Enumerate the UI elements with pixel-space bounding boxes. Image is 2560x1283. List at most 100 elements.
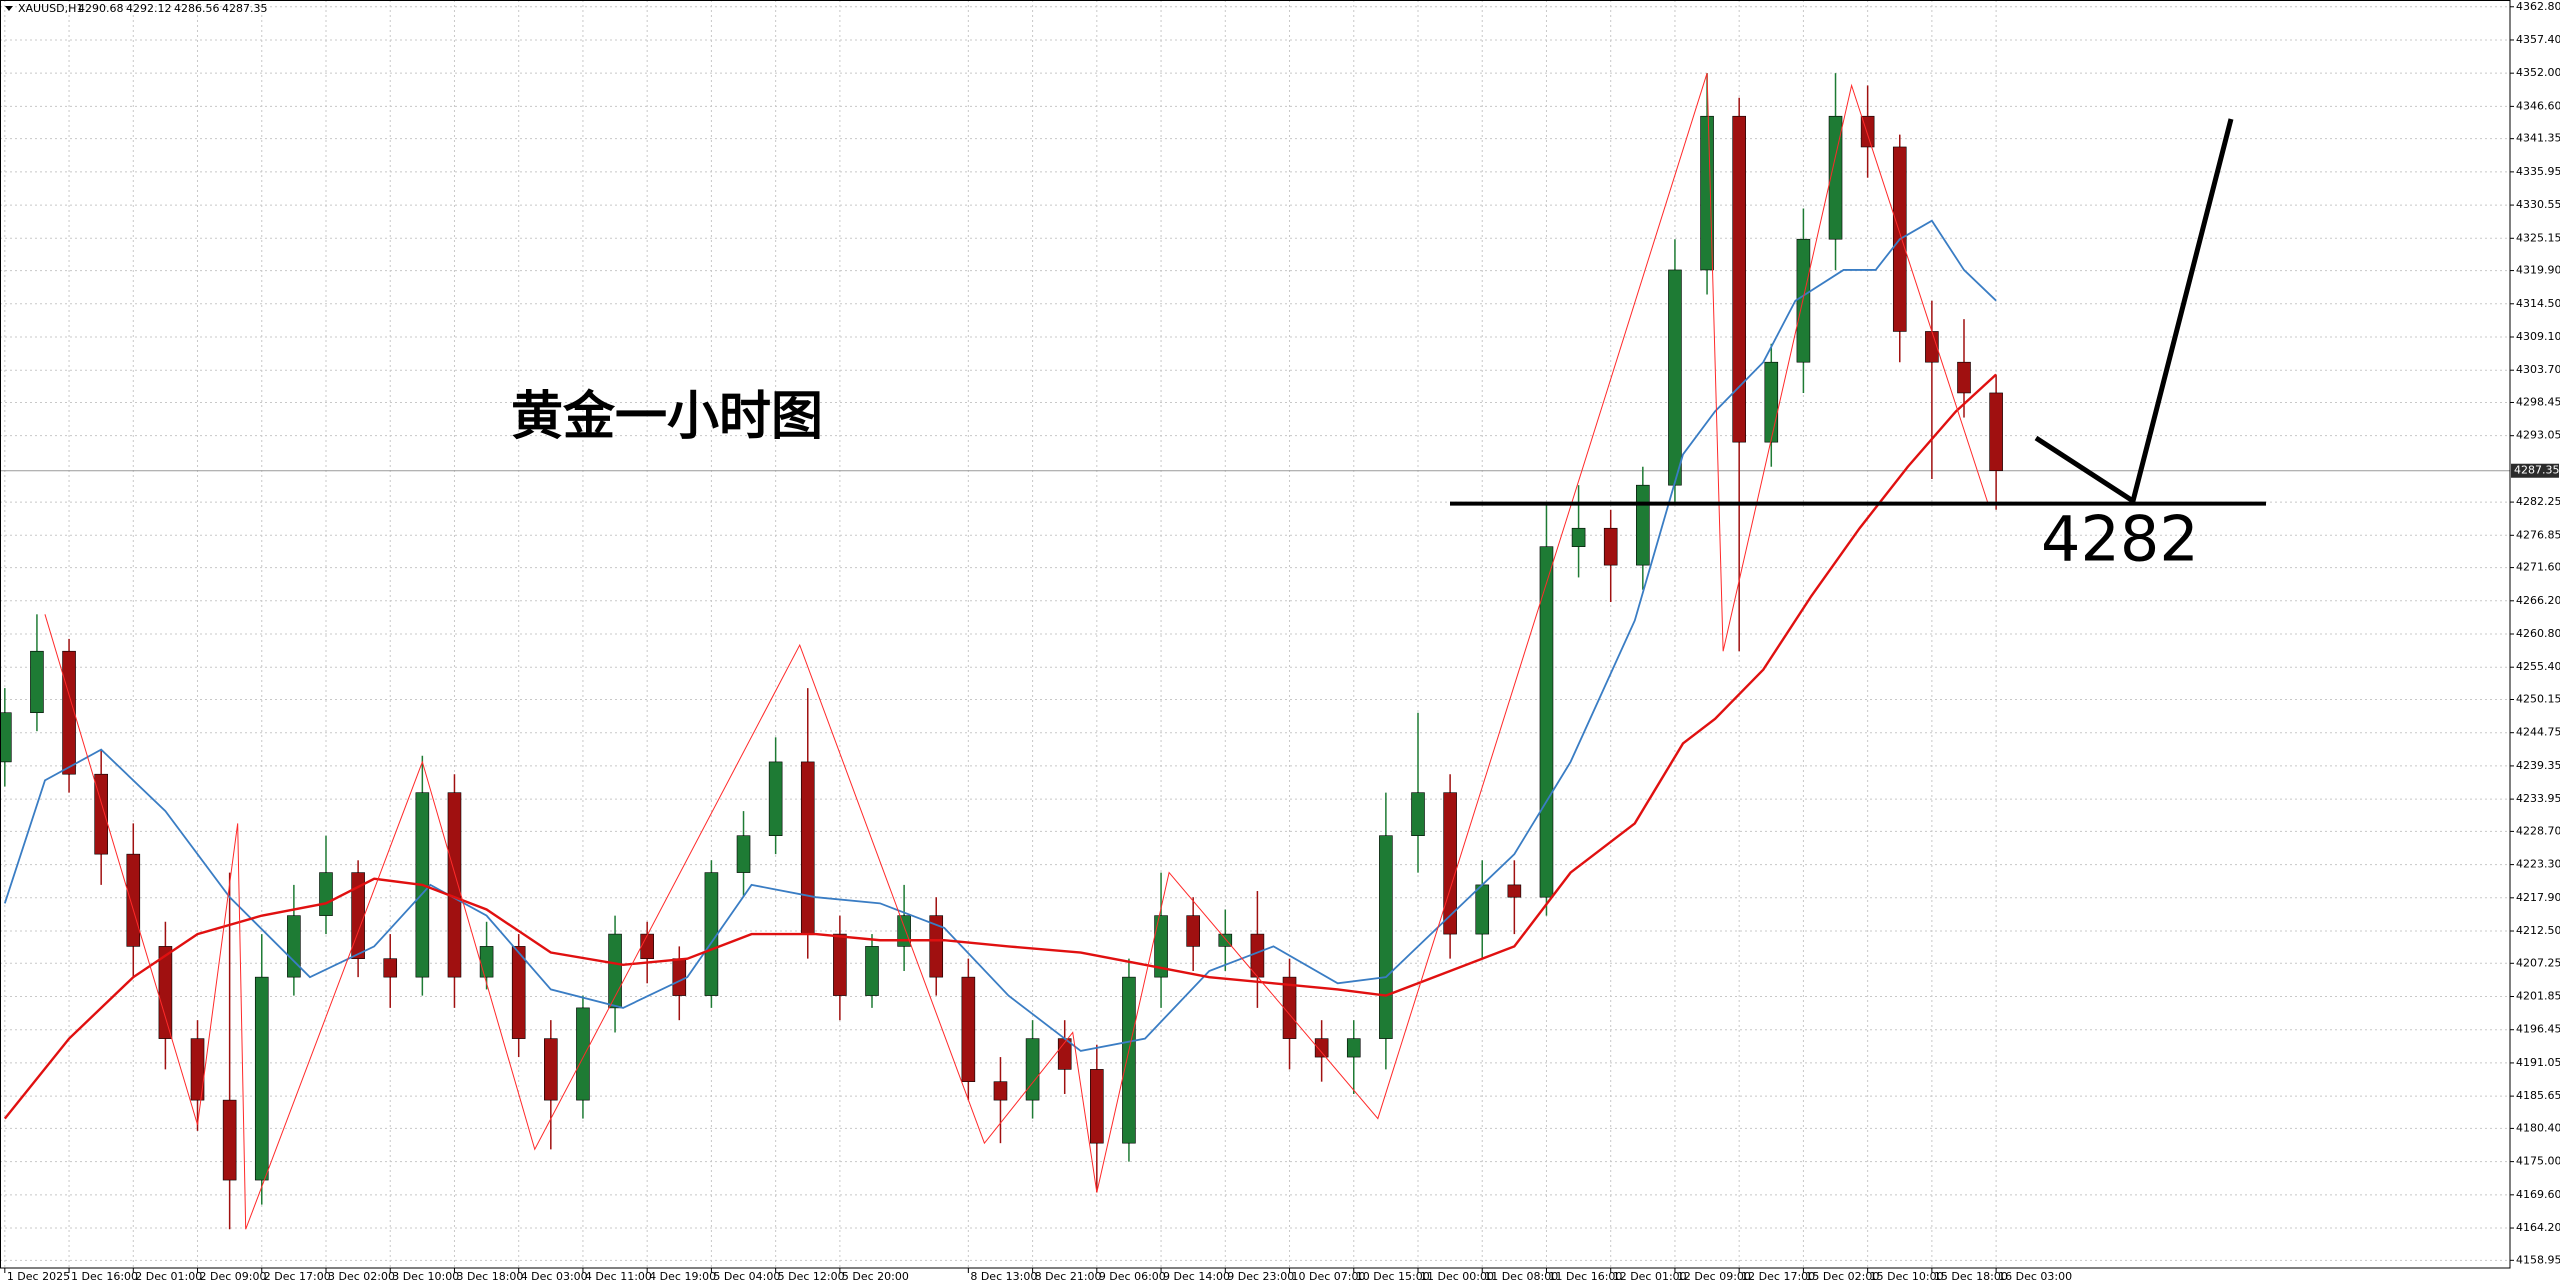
candle-body [1764, 361, 1779, 443]
candle-body [30, 650, 44, 714]
x-tick-label: 3 Dec 02:00 [328, 1270, 395, 1283]
candle-body [1796, 238, 1811, 363]
candle-body [1732, 115, 1746, 443]
y-tick-label: 4169.60 [2516, 1188, 2560, 1201]
candle-body [1700, 115, 1714, 271]
y-tick-label: 4298.45 [2516, 395, 2560, 408]
last-price-label: 4287.35 [2514, 464, 2560, 477]
x-tick-label: 10 Dec 15:00 [1356, 1270, 1430, 1283]
candle-body [1443, 792, 1457, 935]
y-tick-label: 4228.70 [2516, 824, 2560, 837]
candle-body [1186, 915, 1200, 947]
y-tick-label: 4266.20 [2516, 594, 2560, 607]
candle-body [1957, 361, 1971, 394]
y-tick-label: 4233.95 [2516, 792, 2560, 805]
candle-body [1989, 392, 2003, 472]
candle-body [576, 1007, 590, 1101]
header-open: 4290.68 [78, 2, 124, 15]
header-low: 4286.56 [174, 2, 220, 15]
candle-body [1571, 527, 1586, 547]
x-tick-label: 15 Dec 02:00 [1805, 1270, 1879, 1283]
y-tick-label: 4362.80 [2516, 0, 2560, 13]
plot [0, 73, 2003, 1230]
x-tick-label: 8 Dec 21:00 [1035, 1270, 1102, 1283]
y-tick-label: 4191.05 [2516, 1056, 2560, 1069]
candle-body [1411, 792, 1425, 836]
header-close: 4287.35 [222, 2, 268, 15]
y-tick-label: 4341.35 [2516, 132, 2560, 145]
candle-body [1122, 976, 1136, 1144]
y-tick-label: 4282.25 [2516, 495, 2560, 508]
y-tick-label: 4255.40 [2516, 660, 2560, 673]
level-label: 4282 [2041, 503, 2199, 576]
candle-body [1346, 1038, 1361, 1058]
y-tick-label: 4276.85 [2516, 528, 2560, 541]
candle-body [800, 761, 815, 935]
candle-body [1668, 269, 1682, 486]
candle-body [1282, 976, 1297, 1039]
candle-body [1025, 1038, 1040, 1101]
candle-body [511, 946, 526, 1039]
x-tick-label: 15 Dec 18:00 [1934, 1270, 2008, 1283]
candle-body [736, 835, 751, 873]
x-tick-label: 1 Dec 16:00 [71, 1270, 138, 1283]
collapse-icon[interactable] [5, 6, 13, 11]
y-tick-label: 4158.95 [2516, 1253, 2560, 1266]
x-tick-label: 11 Dec 00:00 [1420, 1270, 1494, 1283]
candle-body [1379, 835, 1393, 1039]
y-tick-label: 4346.60 [2516, 99, 2560, 112]
y-tick-label: 4175.00 [2516, 1155, 2560, 1168]
y-tick-label: 4319.90 [2516, 264, 2560, 277]
candle-body [383, 958, 398, 978]
y-tick-label: 4244.75 [2516, 726, 2560, 739]
x-tick-label: 9 Dec 23:00 [1227, 1270, 1294, 1283]
drawn-arrow [2034, 118, 2234, 505]
candle-body [158, 946, 173, 1039]
candle-body [1154, 915, 1168, 978]
candle-body [961, 976, 976, 1082]
y-tick-label: 4293.05 [2516, 429, 2560, 442]
candle-body [319, 872, 333, 916]
y-tick-label: 4330.55 [2516, 198, 2560, 211]
y-tick-label: 4335.95 [2516, 165, 2560, 178]
x-tick-label: 5 Dec 12:00 [778, 1270, 845, 1283]
header-high: 4292.12 [126, 2, 172, 15]
x-tick-label: 9 Dec 06:00 [1099, 1270, 1166, 1283]
candle-body [768, 761, 783, 836]
candle-body [897, 915, 911, 947]
candle-body [287, 915, 301, 978]
y-tick-label: 4357.40 [2516, 33, 2560, 46]
x-tick-label: 15 Dec 10:00 [1870, 1270, 1944, 1283]
y-tick-label: 4303.70 [2516, 363, 2560, 376]
y-tick-label: 4325.15 [2516, 231, 2560, 244]
x-tick-label: 2 Dec 17:00 [264, 1270, 331, 1283]
candle-body [0, 712, 12, 763]
x-tick-label: 4 Dec 03:00 [521, 1270, 588, 1283]
x-tick-label: 12 Dec 01:00 [1613, 1270, 1687, 1283]
candle-body [672, 958, 687, 996]
x-tick-label: 1 Dec 2025 [7, 1270, 70, 1283]
candle-body [1603, 527, 1618, 566]
y-tick-label: 4352.00 [2516, 66, 2560, 79]
candle-body [1507, 884, 1522, 898]
candle-body [640, 933, 654, 959]
candle-body [1314, 1038, 1329, 1058]
y-tick-label: 4180.40 [2516, 1121, 2560, 1134]
symbol: XAUUSD,H1 [18, 2, 83, 15]
y-tick-label: 4196.45 [2516, 1023, 2560, 1036]
candle-body [126, 853, 141, 947]
candle-body [1539, 546, 1554, 898]
y-tick-label: 4185.65 [2516, 1089, 2560, 1102]
y-tick-label: 4212.50 [2516, 924, 2560, 937]
y-tick-label: 4271.60 [2516, 561, 2560, 574]
y-tick-label: 4201.85 [2516, 990, 2560, 1003]
y-tick-label: 4164.20 [2516, 1221, 2560, 1234]
x-tick-label: 11 Dec 08:00 [1484, 1270, 1558, 1283]
candle-body [1828, 115, 1843, 240]
candle-body [993, 1081, 1008, 1101]
candle-body [1636, 484, 1650, 566]
candle-body [479, 946, 494, 978]
x-tick-label: 12 Dec 09:00 [1677, 1270, 1751, 1283]
